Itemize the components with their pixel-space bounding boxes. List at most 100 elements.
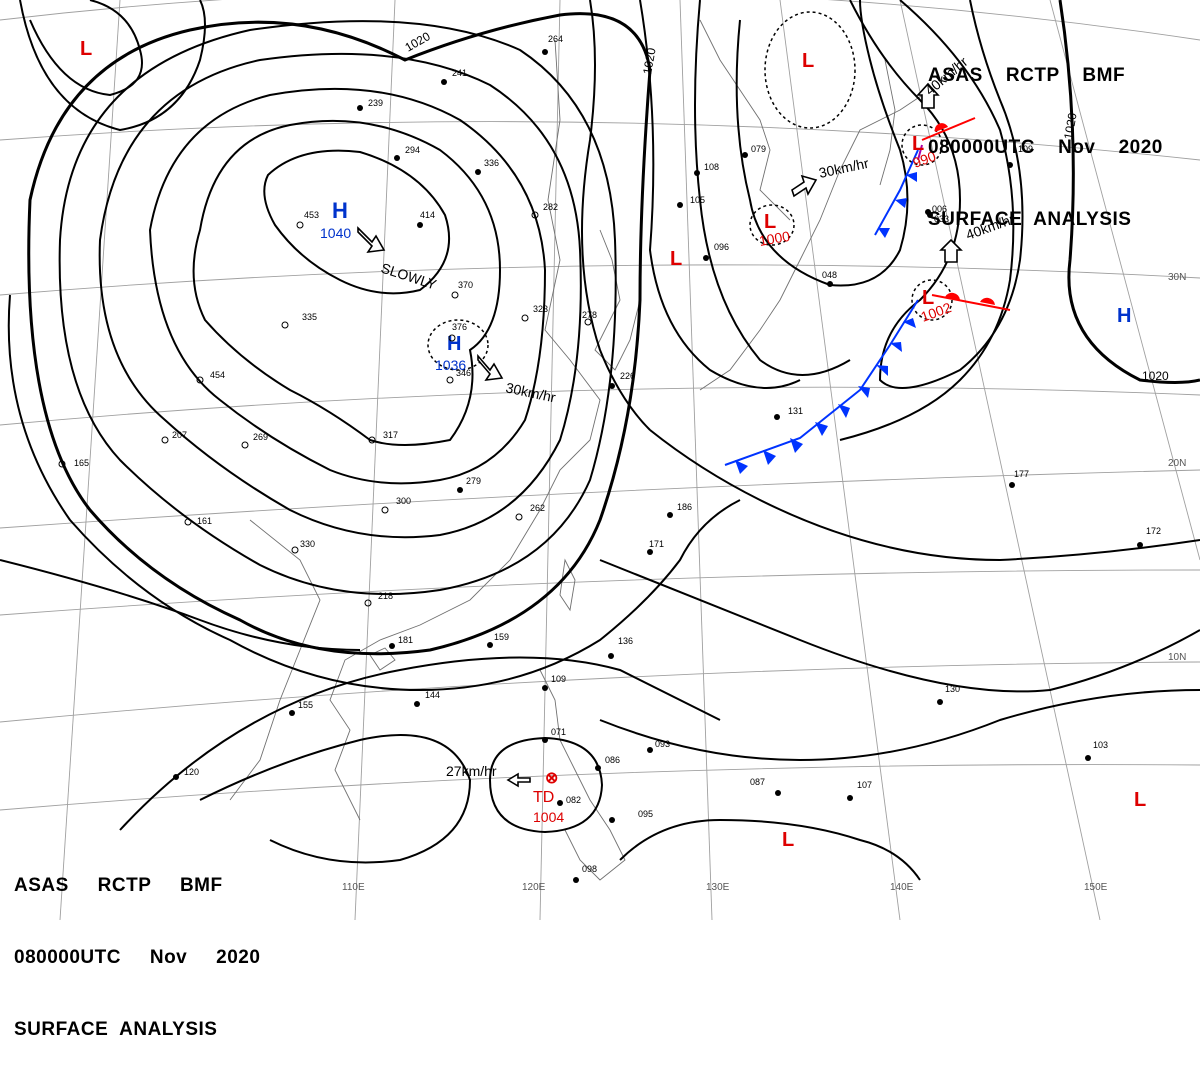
svg-text:095: 095 (638, 809, 653, 819)
japan-coast (699, 89, 931, 391)
station-plot: 370 (451, 280, 473, 299)
latitude-line-40n (0, 0, 1200, 41)
svg-text:279: 279 (466, 476, 481, 486)
station-plot: 226 (609, 371, 635, 389)
warm-front-bump (934, 123, 948, 132)
latitude-line-30n (0, 264, 1200, 296)
isobar-coastal-2 (639, 0, 801, 389)
isobar-trough-2 (849, 0, 1024, 389)
station-plot: 239 (357, 98, 383, 111)
svg-text:033: 033 (934, 214, 949, 224)
station-plot: 095 (609, 809, 653, 823)
isobar-label: 1020 (1061, 111, 1079, 140)
cold-front (724, 149, 919, 474)
svg-text:131: 131 (788, 406, 803, 416)
station-plot: 376 (448, 322, 467, 342)
sakhalin-coast (879, 59, 896, 186)
isobar-1032 (148, 87, 547, 485)
svg-text:071: 071 (551, 727, 566, 737)
svg-text:098: 098 (582, 864, 597, 874)
isobar-tropical-5 (199, 734, 472, 864)
arrow-td (506, 772, 531, 788)
station-plot: 335 (281, 312, 317, 329)
movement-low-1000: 30km/hr (817, 155, 870, 181)
station-plot: 109 (1007, 144, 1033, 168)
isobar-1036 (192, 119, 502, 446)
svg-text:239: 239 (368, 98, 383, 108)
coastlines (229, 19, 931, 881)
station-plot: 282 (531, 202, 558, 219)
svg-text:159: 159 (494, 632, 509, 642)
arrow-low-1002 (939, 238, 963, 263)
svg-text:087: 087 (750, 777, 765, 787)
movement-arrows (357, 82, 963, 788)
isobar-tropical-6 (599, 689, 1200, 762)
high-value-1040: 1040 (320, 225, 351, 241)
station-plot: 107 (847, 780, 872, 801)
high-center-1036: H (447, 333, 461, 355)
svg-text:161: 161 (197, 516, 212, 526)
svg-text:335: 335 (302, 312, 317, 322)
svg-text:294: 294 (405, 145, 420, 155)
station-plot: 082 (557, 795, 581, 806)
low-center-990: L (912, 133, 924, 155)
station-plot: 414 (417, 210, 435, 228)
longitude-labels: 110E 120E 130E 140E 150E (342, 882, 1108, 893)
station-plot: 108 (694, 162, 719, 176)
station-plots: 453 414 370 376 346 335 454 317 300 269 … (58, 34, 1161, 883)
russia-coast (699, 19, 791, 221)
center-outlines (427, 11, 953, 371)
svg-text:086: 086 (605, 755, 620, 765)
station-plot: 330 (291, 539, 315, 554)
station-plot: 103 (1085, 740, 1108, 761)
station-plot: 131 (774, 406, 803, 420)
low-center-south: L (782, 829, 794, 851)
lat-label-20n: 20N (1168, 458, 1186, 469)
isobar-label: 1020 (1142, 369, 1169, 383)
svg-text:453: 453 (304, 210, 319, 220)
svg-text:207: 207 (172, 430, 187, 440)
low-center-north: L (802, 50, 814, 72)
warm-front-bump (980, 297, 995, 305)
station-plot: 144 (414, 690, 440, 707)
warm-front-line-south (931, 294, 1011, 311)
svg-text:300: 300 (396, 496, 411, 506)
station-plot: 207 (161, 430, 187, 444)
pressure-centers: H 1040 H 1036 H L L L 1000 L 990 L 1002 … (80, 38, 1146, 851)
station-plot: 109 (542, 674, 566, 691)
station-plot: 218 (364, 591, 393, 607)
arrow-high-1040 (357, 226, 386, 254)
station-plot: 172 (1137, 526, 1161, 548)
svg-text:079: 079 (751, 144, 766, 154)
warm-front-bump (945, 292, 960, 300)
isobar-1016-north (19, 0, 206, 132)
isobar-1040 (263, 149, 451, 295)
high-value-1036: 1036 (435, 357, 466, 373)
korea-coast (594, 229, 641, 371)
station-plot: 317 (368, 430, 398, 444)
isobar-tropical-3 (599, 559, 1200, 693)
svg-text:414: 414 (420, 210, 435, 220)
svg-text:317: 317 (383, 430, 398, 440)
isobar-1016 (7, 294, 741, 692)
station-plot: 279 (457, 476, 481, 493)
header-line-1: ASAS RCTP BMF (928, 65, 1126, 86)
station-plot: 294 (394, 145, 420, 161)
svg-text:282: 282 (543, 202, 558, 212)
svg-text:330: 330 (300, 539, 315, 549)
station-plot: 161 (184, 516, 212, 526)
lon-label-130e: 130E (706, 882, 730, 893)
station-plot: 165 (58, 458, 89, 468)
latitude-line-15n (0, 569, 1200, 616)
latitude-line-10n (0, 661, 1200, 723)
isobars (0, 0, 1200, 881)
movement-td: 27km/hr (446, 763, 497, 779)
longitude-line-120e (539, 0, 561, 920)
station-plot: 093 (647, 739, 670, 753)
station-plot: 130 (937, 684, 960, 705)
arrow-low-1000 (791, 174, 818, 198)
isobar-tropical-4 (119, 656, 721, 831)
footer-line-2: 080000UTC Nov 2020 (14, 947, 261, 968)
svg-text:107: 107 (857, 780, 872, 790)
svg-text:323: 323 (533, 304, 548, 314)
